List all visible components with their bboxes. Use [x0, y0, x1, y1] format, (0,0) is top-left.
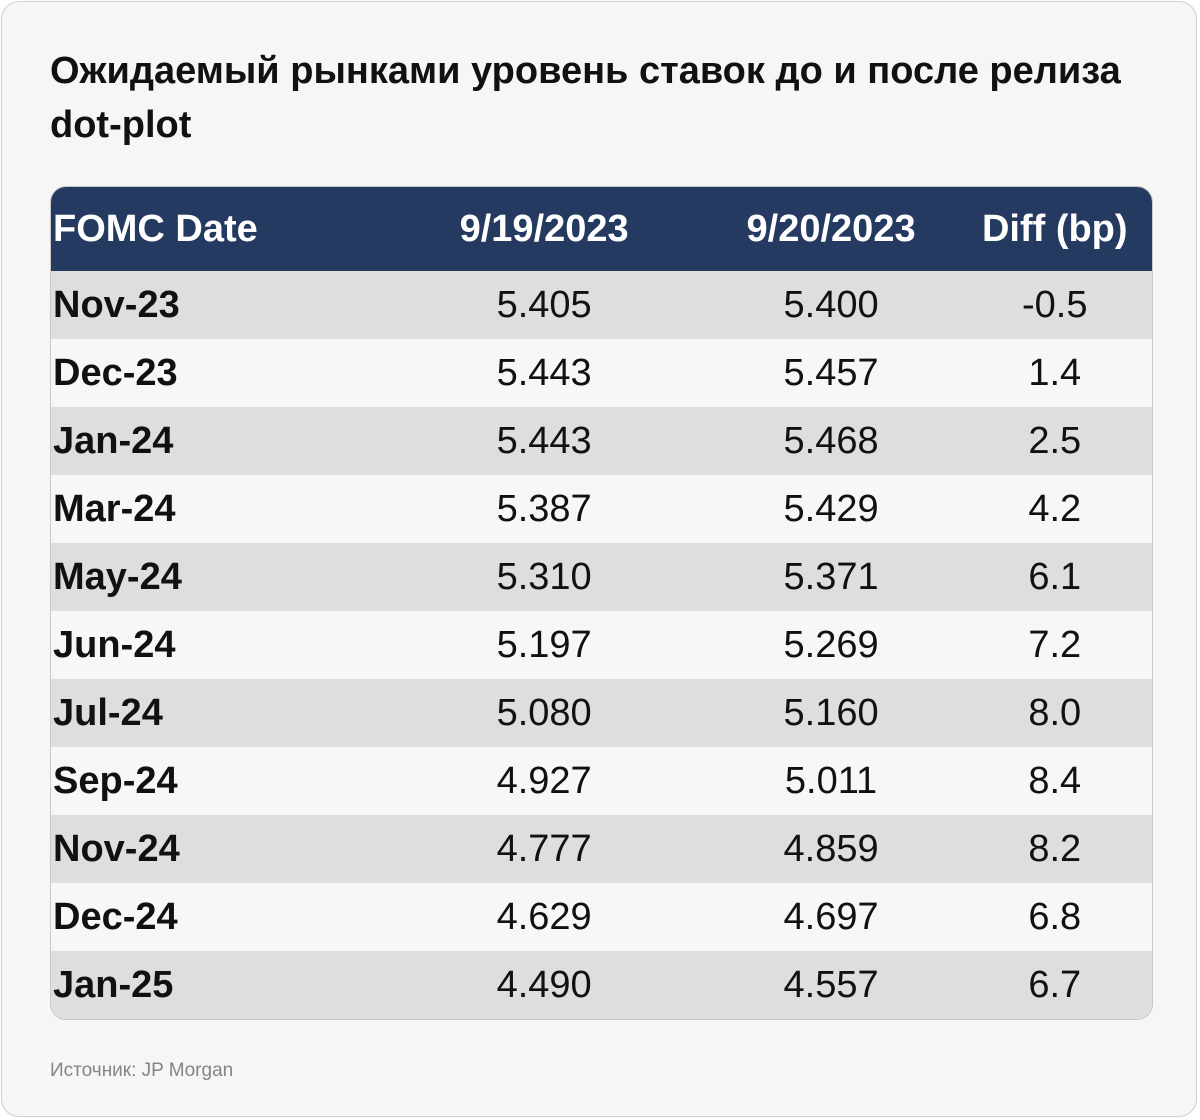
table-row: Jan-24 5.443 5.468 2.5	[51, 407, 1152, 475]
cell-diff: 2.5	[1028, 419, 1082, 462]
cell-after: 5.160	[783, 691, 879, 734]
cell-before: 4.777	[496, 827, 592, 870]
cell-fomc-date: Nov-23	[53, 283, 180, 326]
cell-fomc-date: Nov-24	[53, 827, 180, 870]
rates-table: FOMC Date 9/19/2023 9/20/2023 Diff (bp) …	[50, 186, 1153, 1020]
cell-fomc-date: Jun-24	[53, 623, 176, 666]
table-header: FOMC Date 9/19/2023 9/20/2023 Diff (bp)	[51, 187, 1152, 271]
source-note: Источник: JP Morgan	[50, 1060, 234, 1081]
table-row: Jan-25 4.490 4.557 6.7	[51, 951, 1152, 1019]
cell-before: 5.443	[496, 419, 592, 462]
cell-after: 4.859	[783, 827, 879, 870]
cell-before: 5.443	[496, 351, 592, 394]
cell-diff: 8.2	[1028, 827, 1082, 870]
table-row: Nov-23 5.405 5.400 -0.5	[51, 271, 1152, 339]
cell-diff: 8.0	[1028, 691, 1082, 734]
header-date-after: 9/20/2023	[746, 207, 916, 250]
header-date-before: 9/19/2023	[459, 207, 629, 250]
cell-diff: 4.2	[1028, 487, 1082, 530]
cell-diff: 6.8	[1028, 895, 1082, 938]
cell-after: 5.011	[784, 759, 878, 802]
cell-after: 5.468	[783, 419, 879, 462]
table-row: Mar-24 5.387 5.429 4.2	[51, 475, 1152, 543]
cell-fomc-date: May-24	[53, 555, 182, 598]
cell-diff: 6.7	[1028, 963, 1082, 1006]
cell-diff: 1.4	[1028, 351, 1082, 394]
cell-after: 5.457	[783, 351, 879, 394]
table-row: Sep-24 4.927 5.011 8.4	[51, 747, 1152, 815]
cell-fomc-date: Jan-25	[53, 963, 174, 1006]
table-row: Jul-24 5.080 5.160 8.0	[51, 679, 1152, 747]
cell-fomc-date: Jul-24	[53, 691, 163, 734]
cell-before: 4.927	[496, 759, 592, 802]
table-body: Nov-23 5.405 5.400 -0.5 Dec-23 5.443 5.457 1.4 J…	[51, 271, 1152, 1019]
cell-before: 4.629	[496, 895, 592, 938]
cell-after: 4.557	[783, 963, 879, 1006]
cell-after: 5.400	[783, 283, 879, 326]
table-row: May-24 5.310 5.371 6.1	[51, 543, 1152, 611]
table-row: Dec-23 5.443 5.457 1.4	[51, 339, 1152, 407]
cell-fomc-date: Dec-24	[53, 895, 178, 938]
cell-after: 5.269	[783, 623, 879, 666]
cell-after: 5.371	[783, 555, 879, 598]
table-row: Dec-24 4.629 4.697 6.8	[51, 883, 1152, 951]
chart-title: Ожидаемый рынками уровень ставок до и по…	[50, 50, 1121, 146]
cell-fomc-date: Dec-23	[53, 351, 178, 394]
cell-before: 4.490	[496, 963, 592, 1006]
table-row: Nov-24 4.777 4.859 8.2	[51, 815, 1152, 883]
cell-after: 4.697	[783, 895, 879, 938]
cell-fomc-date: Sep-24	[53, 759, 178, 802]
header-diff: Diff (bp)	[981, 207, 1128, 250]
cell-diff: 8.4	[1028, 759, 1082, 802]
cell-before: 5.310	[496, 555, 592, 598]
cell-diff: 6.1	[1028, 555, 1082, 598]
cell-fomc-date: Mar-24	[53, 487, 176, 530]
cell-before: 5.197	[496, 623, 592, 666]
cell-before: 5.387	[496, 487, 592, 530]
cell-after: 5.429	[783, 487, 879, 530]
cell-before: 5.080	[496, 691, 592, 734]
cell-fomc-date: Jan-24	[53, 419, 174, 462]
cell-before: 5.405	[496, 283, 592, 326]
cell-diff: -0.5	[1022, 283, 1088, 326]
cell-diff: 7.2	[1028, 623, 1082, 666]
header-fomc-date: FOMC Date	[53, 207, 258, 250]
table-row: Jun-24 5.197 5.269 7.2	[51, 611, 1152, 679]
